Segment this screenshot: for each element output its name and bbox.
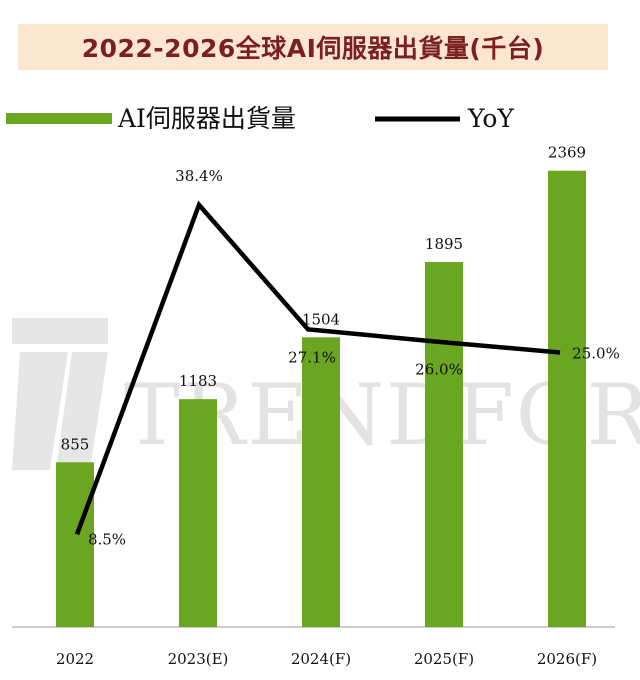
yoy-value-labels: 8.5% 38.4% 27.1% 26.0% 25.0% — [88, 167, 620, 548]
x-tick-label: 2025(F) — [414, 650, 474, 668]
x-tick-label: 2024(F) — [291, 650, 351, 668]
bar-2025(F) — [425, 262, 463, 627]
x-tick-label: 2023(E) — [168, 650, 229, 668]
legend-bar-label: AI伺服器出貨量 — [117, 104, 296, 133]
watermark-logo-left-block — [12, 352, 68, 470]
bar-2024(F) — [302, 337, 340, 627]
yoy-line — [74, 200, 561, 536]
legend-bar-swatch — [6, 113, 112, 124]
bar-2026(F) — [548, 170, 586, 628]
yoy-value-label: 8.5% — [88, 530, 126, 548]
chart-title-banner: 2022-2026全球AI伺服器出貨量(千台) — [18, 24, 608, 70]
legend: AI伺服器出貨量 YoY — [6, 104, 514, 133]
yoy-value-label: 27.1% — [288, 348, 336, 366]
x-axis-tick-labels: 2022 2023(E) 2024(F) 2025(F) 2026(F) — [56, 650, 597, 668]
yoy-value-label: 26.0% — [415, 360, 463, 378]
bar-value-label: 855 — [61, 435, 90, 453]
legend-line-label: YoY — [467, 104, 514, 133]
bar-series — [56, 170, 586, 628]
x-tick-label: 2022 — [56, 650, 94, 668]
yoy-value-label: 38.4% — [175, 167, 223, 185]
bar-value-labels: 855 1183 1504 1895 2369 — [61, 144, 586, 454]
bar-2022 — [56, 462, 94, 627]
watermark-logo-top-bar — [12, 318, 108, 344]
yoy-value-label: 25.0% — [572, 345, 620, 363]
bar-value-label: 2369 — [548, 144, 586, 162]
bar-value-label: 1183 — [179, 372, 217, 390]
yoy-line-series — [74, 200, 561, 536]
bar-value-label: 1895 — [425, 235, 463, 253]
watermark-logo-right-block — [56, 352, 108, 470]
bar-2023(E) — [179, 399, 217, 627]
bar-value-label: 1504 — [302, 310, 340, 328]
chart-title: 2022-2026全球AI伺服器出貨量(千台) — [81, 34, 545, 63]
x-tick-label: 2026(F) — [537, 650, 597, 668]
